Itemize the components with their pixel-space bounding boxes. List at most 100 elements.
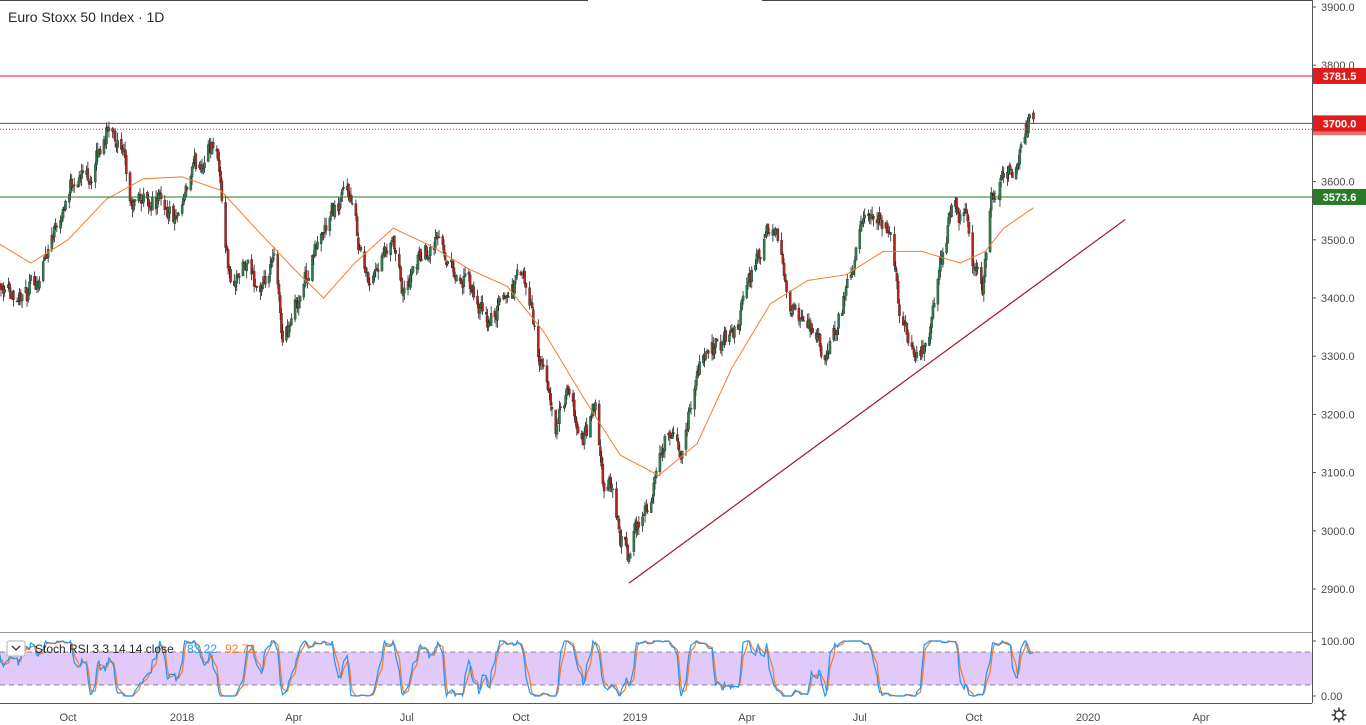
candle-body bbox=[416, 255, 420, 270]
candle-body bbox=[745, 285, 749, 298]
price-tag-label: 3781.5 bbox=[1323, 71, 1357, 83]
candle-body bbox=[889, 232, 893, 235]
candle-body bbox=[844, 286, 848, 296]
candle-body bbox=[867, 213, 870, 216]
candle-body bbox=[911, 345, 915, 350]
candle-body bbox=[159, 193, 163, 200]
candle-body bbox=[967, 222, 971, 234]
price-tag-label: 3573.6 bbox=[1323, 192, 1357, 204]
candle-body bbox=[532, 309, 535, 324]
price-plot[interactable] bbox=[0, 75, 1312, 584]
candle-body bbox=[863, 215, 866, 218]
candle-body bbox=[894, 266, 897, 273]
candle-body bbox=[238, 275, 241, 278]
candle-body bbox=[12, 290, 15, 301]
time-axis[interactable]: Oct 2018 Apr Jul Oct 2019 Apr Jul Oct 2020 Apr bbox=[59, 712, 1209, 724]
collapse-button[interactable] bbox=[6, 640, 26, 657]
candle-body bbox=[281, 330, 284, 343]
candle-body bbox=[411, 266, 415, 273]
candle-body bbox=[507, 296, 510, 298]
candle-body bbox=[658, 453, 662, 472]
candle-body bbox=[676, 434, 679, 442]
candle-body bbox=[651, 497, 654, 502]
candle-body bbox=[8, 283, 11, 293]
candle-body bbox=[147, 199, 150, 207]
candle-body bbox=[879, 218, 883, 220]
candle-body bbox=[133, 199, 137, 202]
candle-body bbox=[280, 313, 283, 334]
candle-body bbox=[307, 278, 310, 281]
candle-body bbox=[472, 286, 476, 298]
candle-body bbox=[441, 236, 445, 245]
candle-body bbox=[55, 226, 59, 228]
candle-body bbox=[72, 184, 76, 187]
candle-body bbox=[437, 236, 441, 239]
candle-body bbox=[339, 196, 343, 203]
candle-body bbox=[602, 482, 606, 492]
candle-body bbox=[946, 225, 950, 244]
y-tick-label: 3100.0 bbox=[1321, 468, 1355, 480]
candle-body bbox=[125, 155, 128, 174]
candle-body bbox=[192, 162, 195, 167]
candle-body bbox=[1002, 173, 1005, 178]
candle-body bbox=[190, 166, 194, 178]
candle-body bbox=[1007, 166, 1010, 175]
candle-body bbox=[684, 429, 688, 450]
candle-body bbox=[261, 282, 265, 289]
candle-body bbox=[650, 502, 653, 513]
candle-body bbox=[1008, 164, 1012, 168]
candle-body bbox=[113, 130, 117, 142]
candle-body bbox=[267, 275, 271, 284]
candle-body bbox=[767, 232, 771, 234]
candle-body bbox=[724, 330, 727, 342]
candle-body bbox=[872, 215, 875, 219]
candle-body bbox=[895, 273, 899, 282]
candle-body bbox=[297, 301, 301, 309]
candle-body bbox=[389, 242, 392, 256]
candle-body bbox=[364, 266, 368, 273]
candle-body bbox=[354, 203, 358, 216]
candle-body bbox=[740, 300, 744, 310]
ind-tick-label: 0.00 bbox=[1321, 691, 1342, 703]
candle-body bbox=[163, 199, 167, 210]
stoch-k-line bbox=[0, 639, 1034, 698]
candle-body bbox=[429, 246, 432, 256]
candle-body bbox=[425, 246, 428, 256]
candle-body bbox=[931, 305, 935, 319]
candle-body bbox=[80, 170, 83, 179]
candle-body bbox=[305, 270, 308, 281]
candle-body bbox=[218, 159, 221, 172]
candle-body bbox=[694, 380, 698, 391]
y-tick-label: 3300.0 bbox=[1321, 351, 1355, 363]
candle-body bbox=[599, 446, 602, 457]
candle-body bbox=[316, 241, 319, 249]
candle-body bbox=[3, 289, 6, 293]
candle-body bbox=[597, 403, 601, 446]
candle-body bbox=[733, 326, 736, 338]
candle-body bbox=[659, 453, 663, 456]
candle-body bbox=[452, 267, 456, 278]
gear-icon[interactable] bbox=[1331, 707, 1347, 723]
candle-body bbox=[38, 281, 41, 289]
x-tick-label: 2020 bbox=[1076, 712, 1100, 724]
candle-body bbox=[403, 287, 406, 294]
stoch-d-value: 92.72 bbox=[225, 642, 255, 656]
candle-body bbox=[355, 216, 359, 236]
indicator-axis[interactable]: 100.00 0.00 bbox=[1312, 636, 1355, 703]
candle-body bbox=[28, 281, 31, 295]
candle-body bbox=[798, 318, 802, 322]
candle-body bbox=[585, 424, 588, 436]
candle-body bbox=[476, 295, 479, 305]
trendline[interactable] bbox=[628, 218, 1126, 584]
candle-body bbox=[434, 236, 437, 250]
x-tick-label: Oct bbox=[965, 712, 982, 724]
ind-tick-label: 100.00 bbox=[1321, 636, 1355, 648]
candle-body bbox=[1018, 149, 1022, 165]
stoch-rsi-pane[interactable]: Stoch RSI 3 3 14 14 close 83.22 92.72 bbox=[0, 639, 1312, 698]
candle-body bbox=[168, 206, 172, 214]
candle-body bbox=[180, 204, 184, 214]
candle-body bbox=[816, 333, 819, 341]
price-axis[interactable]: 2900.0 3000.0 3100.0 3200.0 3300.0 3400.0 3500… bbox=[1312, 2, 1355, 596]
candle-body bbox=[750, 270, 754, 282]
